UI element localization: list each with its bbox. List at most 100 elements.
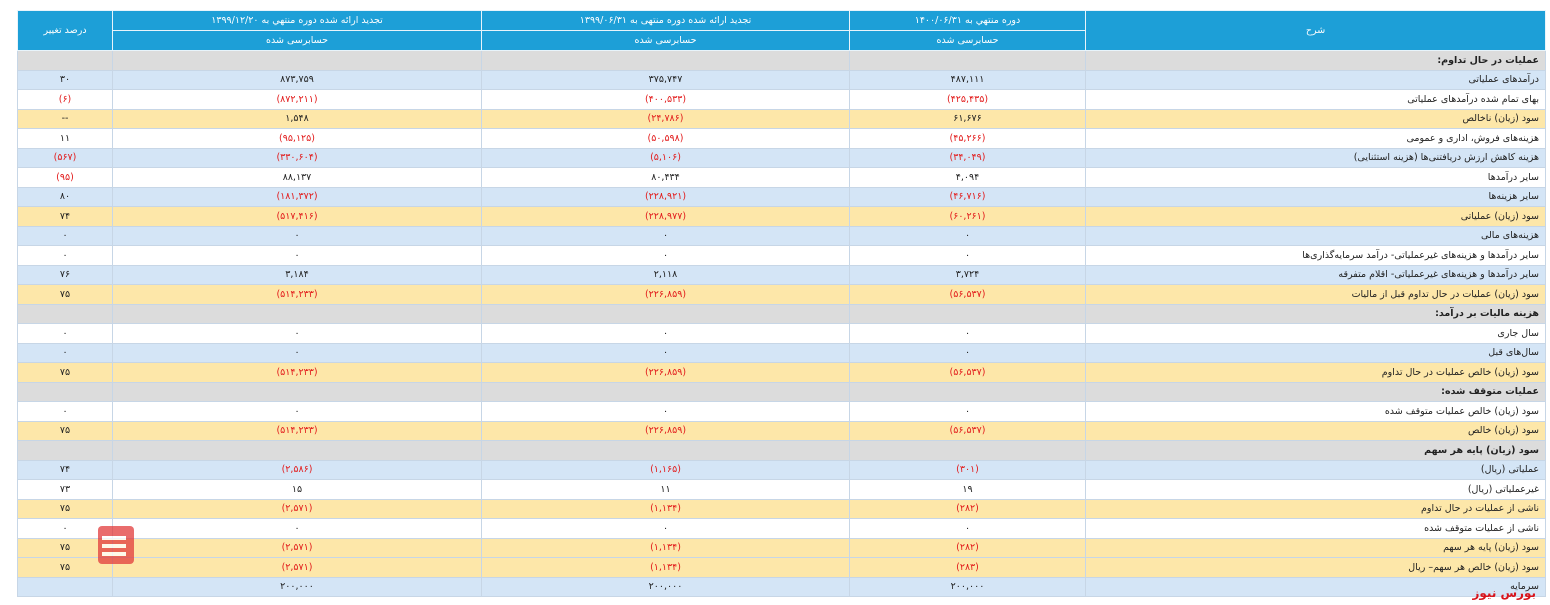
- cell-value: (۹۵): [17, 167, 113, 188]
- empty-cell: [112, 440, 482, 461]
- cell-value: ۰: [17, 323, 113, 344]
- cell-value: (۴۵,۲۶۶): [849, 128, 1086, 149]
- table-header: شرح دوره منتهي به ۱۴۰۰/۰۶/۳۱ تجدید ارائه ش…: [17, 10, 1546, 51]
- cell-value: [17, 576, 113, 597]
- table-row: ناشی از عملیات در حال تداوم (۲۸۲) (۱,۱۳۴)(…: [17, 498, 1546, 519]
- cell-value: (۴۶,۷۱۶): [849, 186, 1086, 207]
- row-label: ناشی از عملیات متوقف شده: [1085, 518, 1546, 539]
- row-label: هزینه‌های فروش، اداری و عمومی: [1085, 128, 1546, 149]
- empty-cell: [849, 440, 1086, 461]
- row-label: سایر درآمدها: [1085, 167, 1546, 188]
- empty-cell: [112, 381, 482, 402]
- table-row: سود (زیان) پایه هر سهم: [17, 440, 1546, 461]
- cell-value: ۷۵: [17, 362, 113, 383]
- table-row: بهای تمام شده درآمدهای عملیاتی (۴۲۵,۴۳۵)(…: [17, 89, 1546, 110]
- cell-value: ۰: [481, 401, 850, 422]
- table-row: سود (زیان) ناخالص ۶۱,۶۷۶ (۲۴,۷۸۶) ۱,۵۴۸ --: [17, 108, 1546, 129]
- cell-value: ۰: [481, 245, 850, 266]
- cell-value: (۱۸۱,۳۷۲): [112, 186, 482, 207]
- cell-value: ۰: [849, 323, 1086, 344]
- cell-value: (۶): [17, 89, 113, 110]
- table-row: سود (زیان) خالص (۵۶,۵۳۷) (۲۲۶,۸۵۹) (۵۱۴,۲۳۳…: [17, 420, 1546, 441]
- row-label: سود (زیان) خالص هر سهم– ریال: [1085, 557, 1546, 578]
- cell-value: ۰: [849, 342, 1086, 363]
- cell-value: (۲۲۸,۹۲۱): [481, 186, 850, 207]
- cell-value: (۲۲۶,۸۵۹): [481, 420, 850, 441]
- row-label: هزینه مالیات بر درآمد:: [1085, 303, 1546, 324]
- cell-value: (۵۱۴,۲۳۳): [112, 420, 482, 441]
- cell-value: (۲۲۶,۸۵۹): [481, 362, 850, 383]
- row-label: سود (زیان) عملیات در حال تداوم قبل از ما…: [1085, 284, 1546, 305]
- cell-value: (۵۶,۵۳۷): [849, 284, 1086, 305]
- row-label: ناشی از عملیات در حال تداوم: [1085, 498, 1546, 519]
- cell-value: (۱,۱۳۴): [481, 498, 850, 519]
- cell-value: ۷۵: [17, 557, 113, 578]
- cell-value: ۲۰۰,۰۰۰: [481, 576, 850, 597]
- cell-value: ۲۰۰,۰۰۰: [112, 576, 482, 597]
- row-label: سال جاری: [1085, 323, 1546, 344]
- table-row: ناشی از عملیات متوقف شده ۰ ۰ ۰ ۰: [17, 518, 1546, 539]
- row-label: سود (زیان) پایه هر سهم: [1085, 537, 1546, 558]
- cell-value: ۰: [481, 518, 850, 539]
- cell-value: ۷۵: [17, 284, 113, 305]
- cell-value: (۵۶,۵۳۷): [849, 420, 1086, 441]
- cell-value: ۷۵: [17, 537, 113, 558]
- row-label: سود (زیان) خالص عملیات متوقف شده: [1085, 401, 1546, 422]
- cell-value: (۵۱۴,۲۳۳): [112, 284, 482, 305]
- cell-value: (۱,۱۳۴): [481, 537, 850, 558]
- cell-value: ۳۰: [17, 69, 113, 90]
- cell-value: ۲۰۰,۰۰۰: [849, 576, 1086, 597]
- table-row: سال‌های قبل ۰ ۰ ۰ ۰: [17, 342, 1546, 363]
- row-label: عملیات در حال تداوم:: [1085, 50, 1546, 71]
- cell-value: (۶۰,۲۶۱): [849, 206, 1086, 227]
- cell-value: (۲۸۲): [849, 537, 1086, 558]
- empty-cell: [17, 50, 113, 71]
- row-label: هزینه‌های مالی: [1085, 225, 1546, 246]
- cell-value: (۲,۵۷۱): [112, 557, 482, 578]
- cell-value: ۰: [112, 401, 482, 422]
- cell-value: (۴۲۵,۴۳۵): [849, 89, 1086, 110]
- cell-value: (۳۳۰,۶۰۴): [112, 147, 482, 168]
- cell-value: (۲۸۲): [849, 498, 1086, 519]
- empty-cell: [481, 50, 850, 71]
- cell-value: ۷۵: [17, 498, 113, 519]
- cell-value: ۱۱: [17, 128, 113, 149]
- table-row: سایر درآمدها ۴,۰۹۴ ۸۰,۴۳۴ ۸۸,۱۳۷ (۹۵): [17, 167, 1546, 188]
- financial-table: شرح دوره منتهي به ۱۴۰۰/۰۶/۳۱ تجدید ارائه ش…: [17, 10, 1546, 597]
- cell-value: ۶۱,۶۷۶: [849, 108, 1086, 129]
- cell-value: ۷۵: [17, 420, 113, 441]
- table-row: سایر هزینه‌ها (۴۶,۷۱۶) (۲۲۸,۹۲۱) (۱۸۱,۳۷۲) ۸…: [17, 186, 1546, 207]
- empty-cell: [849, 50, 1086, 71]
- table-row: سود (زیان) خالص هر سهم– ریال (۲۸۳) (۱,۱۳۴)…: [17, 557, 1546, 578]
- cell-value: ۰: [849, 225, 1086, 246]
- cell-value: ۰: [112, 518, 482, 539]
- cell-value: (۴۰۰,۵۳۳): [481, 89, 850, 110]
- cell-value: ۱۱: [481, 479, 850, 500]
- cell-value: (۲۲۶,۸۵۹): [481, 284, 850, 305]
- cell-value: ۳۷۵,۷۴۷: [481, 69, 850, 90]
- column-header: درصد تغییر: [17, 10, 113, 51]
- table-body: عملیات در حال تداوم: درآمدهای عملیاتی ۴۸۷,…: [17, 50, 1546, 597]
- row-label: عملیاتی (ریال): [1085, 459, 1546, 480]
- cell-value: (۵,۱۰۶): [481, 147, 850, 168]
- cell-value: ۸۰,۴۳۴: [481, 167, 850, 188]
- cell-value: ۱۵: [112, 479, 482, 500]
- cell-value: (۸۷۲,۲۱۱): [112, 89, 482, 110]
- empty-cell: [17, 440, 113, 461]
- cell-value: ۰: [17, 245, 113, 266]
- row-label: غیرعملیاتی (ریال): [1085, 479, 1546, 500]
- cell-value: (۲۸۳): [849, 557, 1086, 578]
- row-label: سود (زیان) ناخالص: [1085, 108, 1546, 129]
- cell-value: (۳۰۱): [849, 459, 1086, 480]
- cell-value: ۸۰: [17, 186, 113, 207]
- cell-value: ۱۹: [849, 479, 1086, 500]
- cell-value: (۵۱۴,۲۳۳): [112, 362, 482, 383]
- table-row: غیرعملیاتی (ریال) ۱۹ ۱۱ ۱۵ ۷۳: [17, 479, 1546, 500]
- table-row: سود (زیان) پایه هر سهم (۲۸۲) (۱,۱۳۴) (۲,۵۷۱…: [17, 537, 1546, 558]
- table-row: سرمایه ۲۰۰,۰۰۰ ۲۰۰,۰۰۰ ۲۰۰,۰۰۰: [17, 576, 1546, 597]
- cell-value: (۵۱۷,۴۱۶): [112, 206, 482, 227]
- row-label: درآمدهای عملیاتی: [1085, 69, 1546, 90]
- table-row: سود (زیان) خالص عملیات در حال تداوم (۵۶,۵…: [17, 362, 1546, 383]
- cell-value: (۱,۱۳۴): [481, 557, 850, 578]
- empty-cell: [17, 381, 113, 402]
